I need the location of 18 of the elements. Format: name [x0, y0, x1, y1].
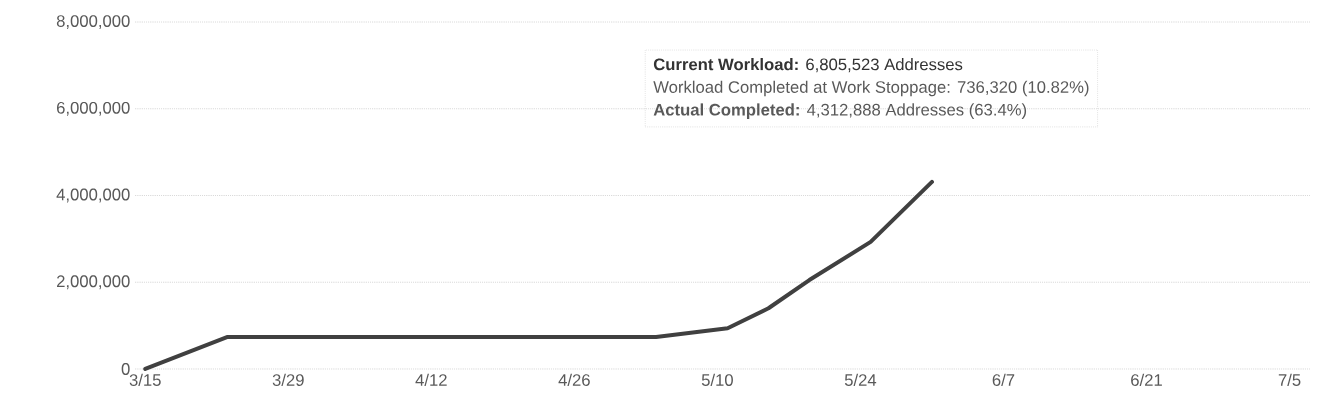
x-tick-label: 3/15 [129, 373, 161, 386]
line-series [143, 179, 934, 371]
y-tick-label: 8,000,000 [56, 15, 130, 29]
y-tick-label: 6,000,000 [57, 101, 130, 116]
x-tick-label: 6/21 [1131, 373, 1162, 386]
annotation: Current Workload: 6,805,523 Addresses [653, 58, 963, 73]
y-tick-label: 4,000,000 [56, 188, 130, 203]
x-tick-label: 6/7 [992, 373, 1015, 386]
x-tick-label: 4/12 [415, 373, 447, 386]
annotation: Workload Completed at Work Stoppage: 736,320 (10.82%) [653, 80, 1089, 97]
y-tick-label: 0 [121, 363, 130, 375]
x-tick-label: 5/10 [701, 373, 733, 386]
annotation: Actual Completed: 4,312,888 Addresses (63.4%) [653, 103, 1027, 119]
x-tick-label: 4/26 [558, 373, 590, 386]
x-tick-label: 5/24 [844, 373, 877, 386]
x-tick-label: 3/29 [272, 373, 304, 386]
y-tick-label: 2,000,000 [57, 275, 130, 290]
x-tick-label: 7/5 [1278, 373, 1301, 386]
